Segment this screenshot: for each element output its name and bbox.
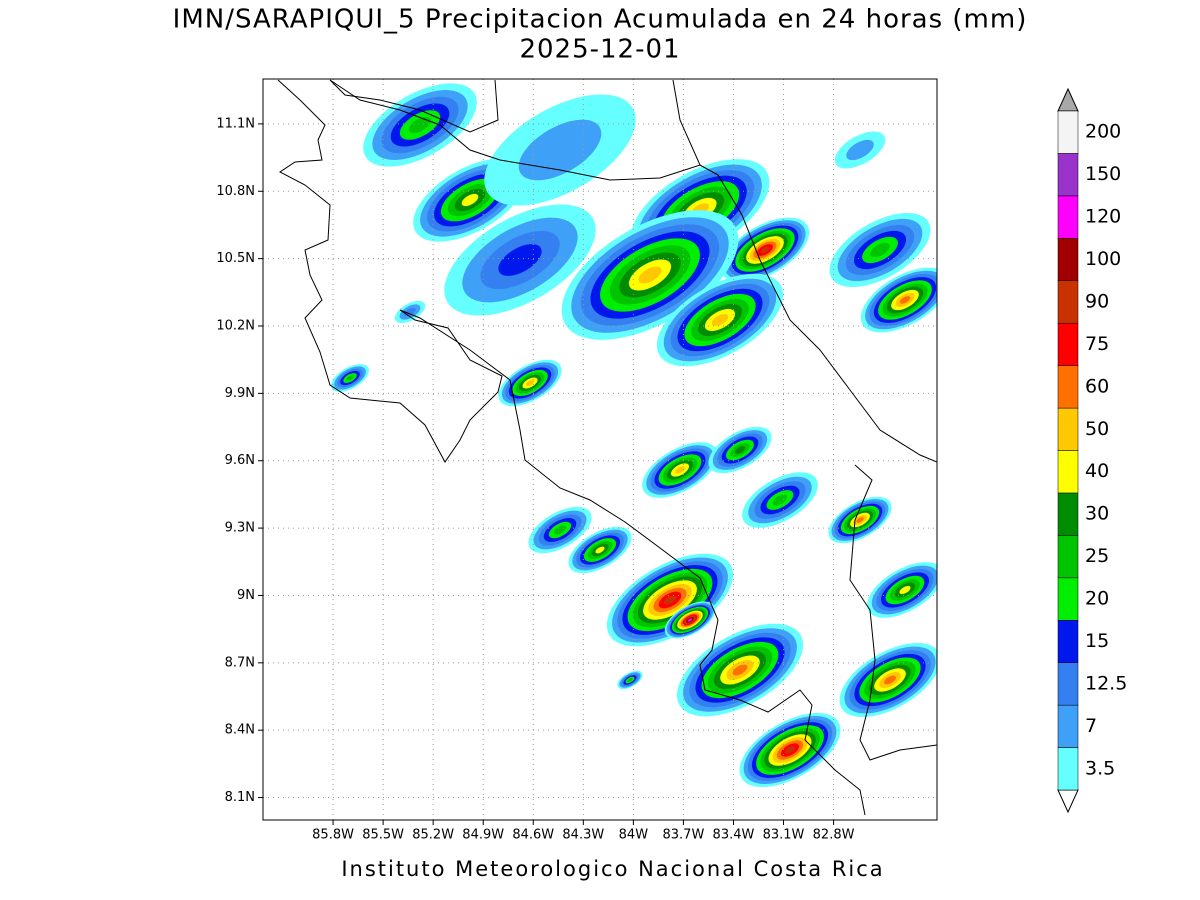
precip-area — [518, 119, 602, 181]
colorbar-label: 30 — [1085, 503, 1109, 525]
y-tick-label: 10.2N — [216, 319, 255, 334]
border-north — [329, 79, 719, 181]
colorbar-label: 100 — [1085, 248, 1121, 270]
colorbar-label: 12.5 — [1085, 672, 1127, 694]
colorbar-band — [1057, 365, 1079, 409]
precip-area — [627, 678, 633, 682]
precip-area — [525, 379, 535, 387]
caribbean-coast — [672, 79, 937, 463]
colorbar-band — [1057, 492, 1079, 536]
colorbar-band — [1057, 238, 1079, 281]
colorbar-band — [1057, 322, 1079, 366]
precip-area — [899, 296, 911, 304]
colorbar-label: 15 — [1085, 630, 1109, 652]
precip-area — [899, 585, 911, 595]
x-tick-label: 82.8W — [813, 828, 855, 843]
precip-field — [331, 83, 937, 788]
precip-area — [760, 246, 770, 254]
y-tick-label: 9.3N — [225, 521, 255, 536]
precip-area — [687, 618, 693, 622]
y-tick-label: 8.7N — [225, 655, 255, 670]
precip-area — [734, 446, 746, 454]
colorbar-label: 75 — [1085, 333, 1109, 355]
colorbar-band — [1057, 535, 1079, 579]
colorbar-label: 40 — [1085, 460, 1109, 482]
y-tick-label: 8.4N — [225, 723, 255, 738]
colorbar-label: 25 — [1085, 545, 1109, 567]
y-tick-label: 10.8N — [216, 184, 255, 199]
plot-frame — [262, 78, 938, 821]
grid: 85.8W 85.5W 85.2W 84.9W 84.6W 84.3W 84W 83.7W 83… — [216, 79, 937, 843]
precip-area — [675, 466, 685, 474]
colorbar-band — [1057, 747, 1079, 791]
colorbar-label: 60 — [1085, 375, 1109, 397]
colorbar-band — [1057, 110, 1079, 154]
precip-area — [772, 494, 788, 506]
colorbar-label: 20 — [1085, 588, 1109, 610]
colorbar-band — [1057, 407, 1079, 451]
x-tick-label: 84.9W — [462, 828, 504, 843]
colorbar-under — [1057, 789, 1079, 814]
precip-area — [595, 546, 605, 554]
colorbar-band — [1057, 450, 1079, 494]
precip-area — [409, 116, 431, 134]
colorbar-label: 150 — [1085, 163, 1121, 185]
precip-area — [870, 242, 890, 258]
colorbar-label: 50 — [1085, 418, 1109, 440]
precip-area — [856, 517, 864, 523]
precip-area — [884, 675, 896, 685]
x-tick-label: 85.5W — [362, 828, 404, 843]
x-tick-label: 83.1W — [763, 828, 805, 843]
x-tick-label: 85.2W — [412, 828, 454, 843]
colorbar-band — [1057, 662, 1079, 706]
precip-area — [638, 266, 662, 284]
lake — [329, 79, 499, 133]
y-tick-label: 8.1N — [225, 790, 255, 805]
colorbar-label: 7 — [1085, 715, 1097, 737]
x-tick-label: 84W — [619, 828, 649, 843]
coastlines — [277, 79, 937, 816]
colorbar-label: 3.5 — [1085, 757, 1115, 779]
precip-area — [711, 313, 729, 327]
precip-area — [732, 664, 748, 676]
x-tick-label: 83.7W — [663, 828, 705, 843]
precip-area — [663, 595, 677, 605]
precip-area — [461, 193, 479, 207]
border-south — [849, 464, 937, 761]
colorbar-label: 120 — [1085, 206, 1121, 228]
subtitle: 2025-12-01 — [519, 35, 680, 65]
colorbar-band — [1057, 280, 1079, 324]
x-tick-label: 84.3W — [562, 828, 604, 843]
y-tick-label: 10.5N — [216, 251, 255, 266]
colorbar-band — [1057, 704, 1079, 748]
precip-area — [404, 307, 416, 317]
y-tick-label: 9N — [237, 588, 255, 603]
footer: Instituto Meteorologico Nacional Costa R… — [341, 857, 884, 881]
colorbar-over — [1057, 87, 1079, 112]
y-tick-label: 9.6N — [225, 453, 255, 468]
precip-area — [346, 375, 354, 381]
x-tick-label: 85.8W — [312, 828, 354, 843]
colorbar-label: 90 — [1085, 290, 1109, 312]
colorbar-band — [1057, 195, 1079, 239]
x-tick-label: 83.4W — [713, 828, 755, 843]
x-tick-label: 84.6W — [512, 828, 554, 843]
pacific-coast — [277, 79, 866, 816]
y-tick-label: 9.9N — [225, 386, 255, 401]
colorbar: 3.5 7 12.5 15 20 25 30 40 50 60 75 90 100 120 150 200 — [1057, 87, 1127, 814]
y-tick-label: 11.1N — [216, 116, 255, 131]
colorbar-band — [1057, 577, 1079, 621]
colorbar-band — [1057, 620, 1079, 663]
colorbar-band — [1057, 153, 1079, 197]
colorbar-label: 200 — [1085, 121, 1121, 143]
precip-area — [846, 139, 874, 161]
title: IMN/SARAPIQUI_5 Precipitacion Acumulada … — [173, 5, 1028, 35]
precip-area — [498, 244, 542, 276]
precip-area — [785, 746, 795, 754]
